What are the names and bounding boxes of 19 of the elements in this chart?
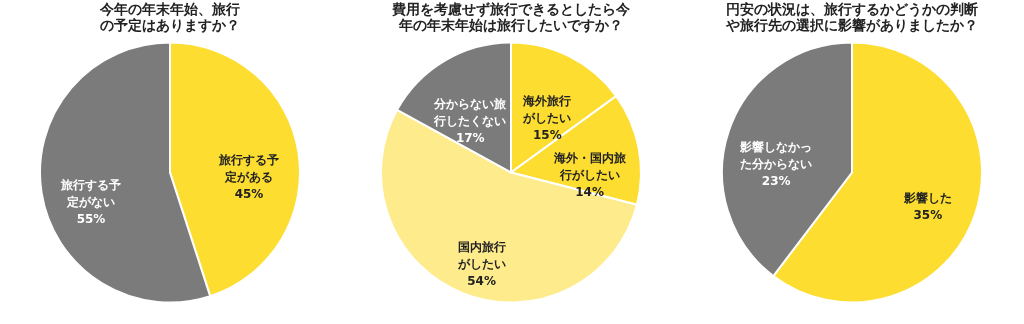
slice-label: 分からない旅行したくない [433, 96, 508, 128]
data-label: 45% [234, 186, 264, 201]
data-label: 14% [575, 184, 604, 199]
data-label: 55% [76, 212, 106, 227]
slice-label: 旅行する予定がない [59, 178, 121, 210]
chart-title: 今年の年末年始、旅行の予定はありますか？ [99, 0, 240, 33]
data-label: 17% [455, 130, 485, 145]
slice-label: 国内旅行がしたい [456, 239, 506, 271]
slice-label: 影響しなかった分からない [739, 139, 813, 171]
chart-title: 費用を考慮せず旅行できるとしたら今年の年末年始は旅行したいですか？ [391, 0, 631, 33]
slice-label: 海外旅行がしたい [522, 94, 572, 126]
data-label: 15% [532, 128, 562, 143]
data-label: 35% [913, 208, 943, 223]
chart-title: 円安の状況は、旅行するかどうかの判断や旅行先の選択に影響がありましたか？ [725, 0, 978, 33]
slice-label: 影響した [902, 191, 952, 206]
data-label: 54% [467, 273, 496, 288]
slice-label: 海外・国内旅行がしたい [552, 150, 627, 182]
slice-label: 旅行する予定がある [218, 152, 280, 184]
data-label: 23% [761, 173, 791, 188]
